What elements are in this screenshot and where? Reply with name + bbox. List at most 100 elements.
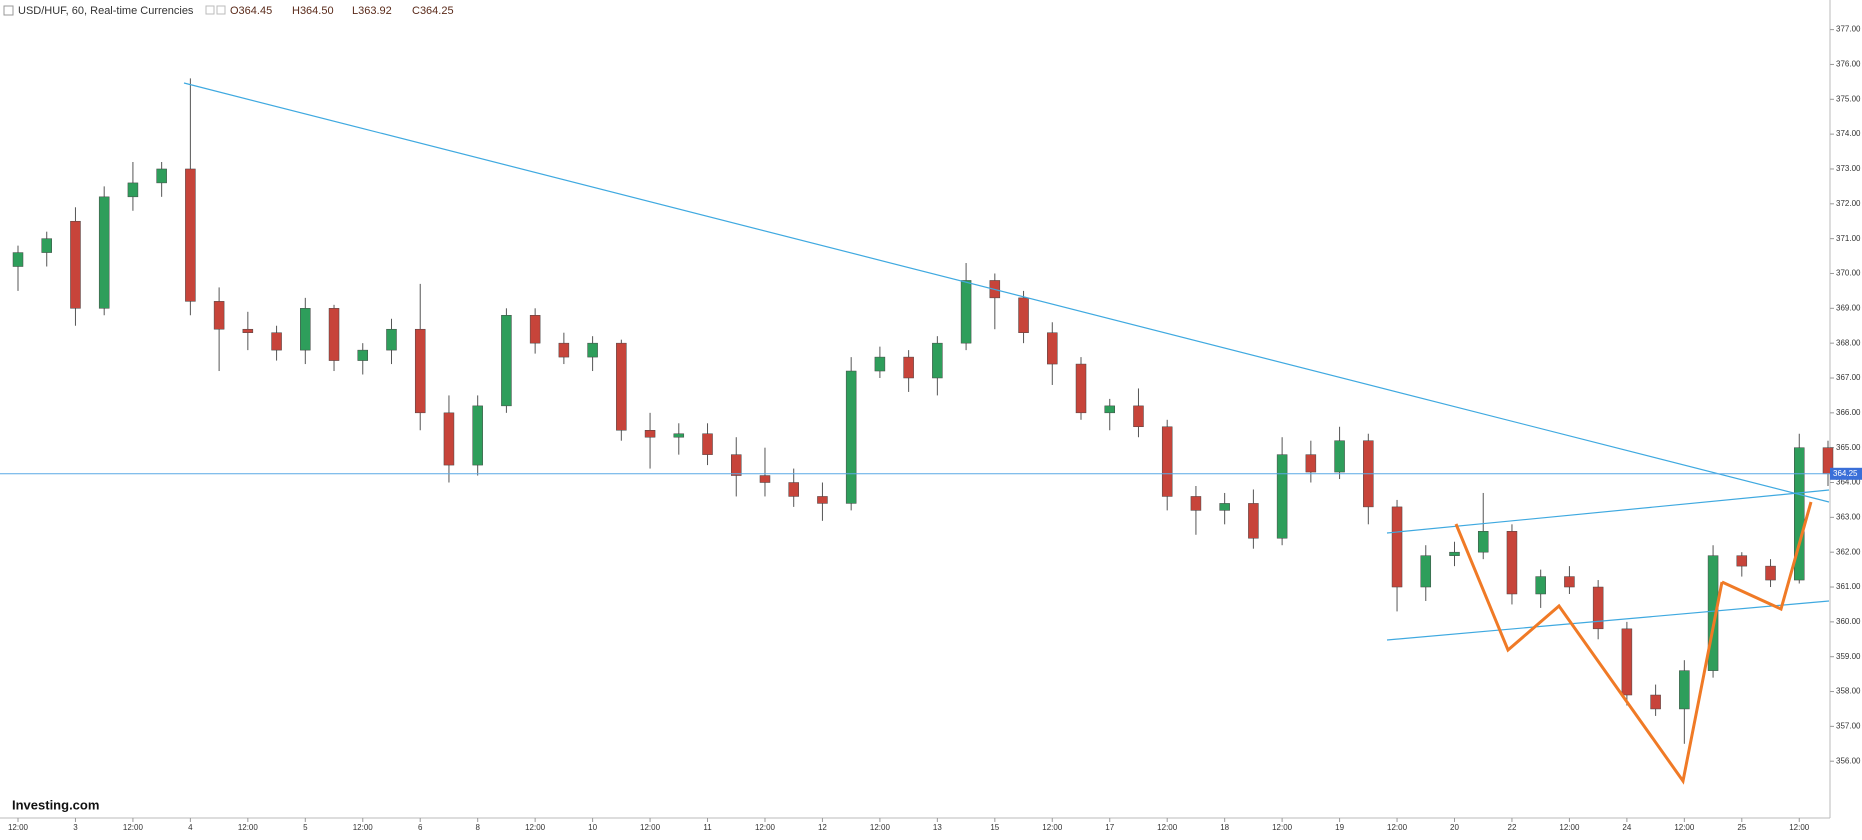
- candle-body: [1018, 297, 1029, 333]
- x-tick-label: 15: [990, 823, 999, 832]
- candle-body: [1535, 576, 1546, 595]
- candle-body: [12, 252, 24, 267]
- y-tick-label: 357.00: [1836, 721, 1861, 730]
- channel-upper: [1386, 489, 1830, 534]
- candle-body: [1506, 531, 1518, 595]
- candle-body: [300, 308, 311, 351]
- x-tick-label: 12:00: [1559, 823, 1580, 832]
- y-tick-label: 375.00: [1836, 94, 1861, 103]
- y-tick-label: 373.00: [1836, 164, 1861, 173]
- candle-body: [673, 433, 685, 438]
- y-tick-label: 364.00: [1836, 478, 1861, 487]
- candle-body: [1650, 694, 1661, 710]
- x-tick-label: 25: [1737, 823, 1746, 832]
- collapse-icon[interactable]: [3, 5, 14, 16]
- candle-body: [1334, 440, 1345, 473]
- candle-body: [1564, 576, 1575, 588]
- candle-body: [156, 168, 167, 184]
- candle-body: [1104, 405, 1115, 414]
- x-tick-label: 6: [418, 823, 423, 832]
- y-tick-label: 366.00: [1836, 408, 1861, 417]
- x-tick-label: 12:00: [123, 823, 144, 832]
- x-tick-label: 18: [1220, 823, 1229, 832]
- candle-body: [1794, 447, 1805, 581]
- candle-body: [788, 482, 799, 497]
- y-tick-label: 361.00: [1836, 582, 1861, 591]
- candle-body: [213, 301, 225, 330]
- x-tick-label: 20: [1450, 823, 1459, 832]
- x-tick-label: 12:00: [8, 823, 29, 832]
- candle-body: [1420, 555, 1432, 588]
- x-tick-label: 3: [73, 823, 78, 832]
- x-tick-label: 12:00: [1042, 823, 1063, 832]
- candle-body: [932, 342, 943, 379]
- candle-body: [1047, 332, 1058, 365]
- x-tick-label: 24: [1622, 823, 1631, 832]
- x-tick-label: 22: [1508, 823, 1517, 832]
- y-tick-label: 370.00: [1836, 269, 1861, 278]
- candle-body: [41, 238, 52, 253]
- low-label: L363.92: [352, 5, 392, 17]
- x-tick-label: 19: [1335, 823, 1344, 832]
- plot: 356.00 357.00 358.00 359.00 360.00 361.00 362.…: [8, 25, 1861, 832]
- y-tick-label: 360.00: [1836, 617, 1861, 626]
- y-tick-label: 374.00: [1836, 129, 1861, 138]
- candle-body: [1736, 555, 1748, 567]
- x-tick-label: 12:00: [755, 823, 776, 832]
- x-tick-label: 12: [818, 823, 827, 832]
- channel-lower: [1386, 600, 1830, 641]
- y-tick-label: 358.00: [1836, 687, 1861, 696]
- candle-body: [70, 220, 81, 309]
- y-tick-label: 362.00: [1836, 547, 1861, 556]
- candle-body: [903, 356, 914, 379]
- x-tick-label: 13: [933, 823, 942, 832]
- y-tick-label: 376.00: [1836, 60, 1861, 69]
- x-tick-label: 12:00: [1789, 823, 1810, 832]
- x-tick-label: 4: [188, 823, 193, 832]
- y-tick-label: 371.00: [1836, 234, 1861, 243]
- candle-body: [558, 342, 570, 358]
- candle-body: [1449, 551, 1460, 556]
- pattern-drawing: [1454, 523, 1724, 785]
- candle-body: [98, 196, 110, 309]
- x-tick-label: 12:00: [1157, 823, 1178, 832]
- candle-body: [1305, 454, 1317, 473]
- close-label: C364.25: [412, 5, 454, 17]
- brand-logo: Investing.com: [12, 797, 99, 812]
- x-tick-label: 12:00: [640, 823, 661, 832]
- candle-body: [271, 332, 282, 351]
- candle-body: [644, 430, 656, 438]
- pattern-drawing: [1721, 501, 1813, 612]
- x-tick-label: 12:00: [1387, 823, 1408, 832]
- y-tick-label: 367.00: [1836, 373, 1861, 382]
- y-tick-label: 377.00: [1836, 25, 1861, 34]
- candle-body: [1161, 426, 1173, 497]
- y-tick-label: 369.00: [1836, 303, 1861, 312]
- candle-body: [1219, 503, 1230, 511]
- x-tick-label: 12:00: [1674, 823, 1695, 832]
- y-tick-label: 365.00: [1836, 443, 1861, 452]
- candle-body: [845, 370, 857, 504]
- candle-body: [501, 315, 512, 407]
- candle-body: [472, 405, 483, 466]
- candle-body: [1477, 531, 1489, 553]
- y-tick-label: 359.00: [1836, 652, 1861, 661]
- price-tag-box: [1830, 467, 1862, 480]
- symbol-label: USD/HUF, 60, Real-time Currencies: [18, 5, 194, 17]
- candle-body: [1133, 405, 1144, 428]
- candle-body: [1190, 496, 1202, 511]
- x-tick-label: 8: [475, 823, 480, 832]
- candle-body: [1765, 565, 1776, 581]
- settings-icon[interactable]: [205, 5, 215, 15]
- candle-body: [874, 356, 886, 372]
- candle-body: [1707, 555, 1719, 671]
- x-tick-label: 11: [703, 823, 712, 832]
- y-tick-label: 372.00: [1836, 199, 1861, 208]
- candle-body: [759, 475, 771, 483]
- close-icon[interactable]: [216, 5, 226, 15]
- candle-body: [817, 496, 828, 504]
- candle-body: [242, 328, 254, 333]
